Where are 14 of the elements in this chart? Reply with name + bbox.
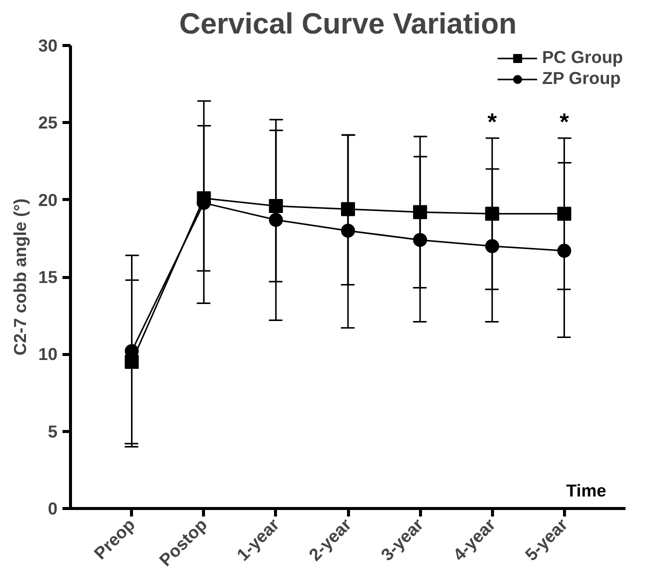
- legend-label: ZP Group: [542, 68, 621, 89]
- y-axis-title: C2-7 cobb angle (°): [10, 198, 30, 356]
- y-tick-label: 30: [38, 36, 58, 56]
- annotation: *: [560, 109, 570, 136]
- y-tick-label: 20: [38, 190, 58, 210]
- legend-label: PC Group: [542, 47, 623, 68]
- y-tick-label: 15: [38, 267, 58, 287]
- chart-title: Cervical Curve Variation: [179, 8, 517, 40]
- x-axis-title: Time: [566, 480, 607, 500]
- y-tick-label: 25: [38, 112, 58, 133]
- y-tick-label: 0: [48, 498, 58, 518]
- y-tick-label: 5: [48, 421, 58, 442]
- annotation: *: [487, 109, 498, 136]
- y-tick-label: 10: [38, 344, 58, 364]
